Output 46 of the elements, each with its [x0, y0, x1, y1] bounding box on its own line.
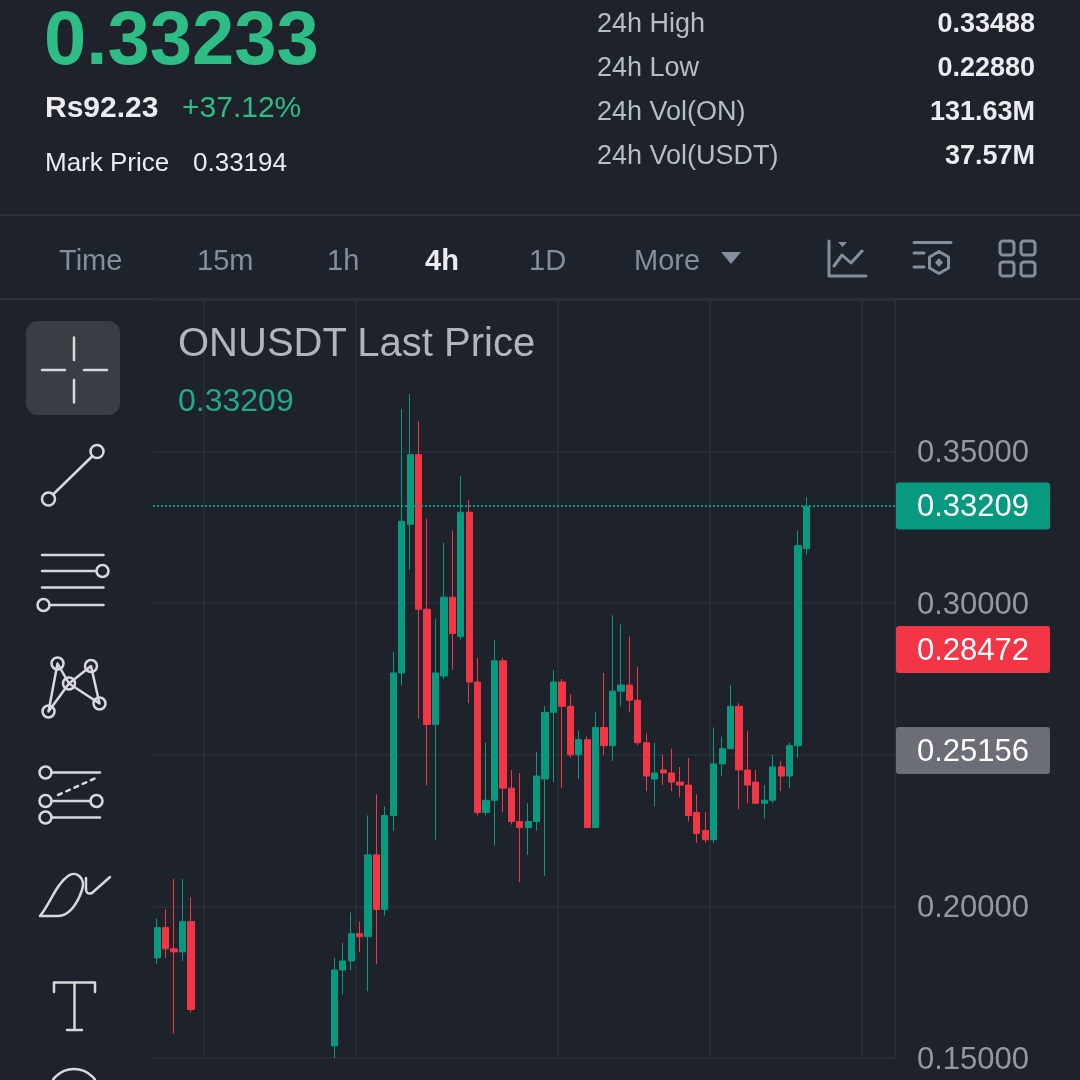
text: 24h High — [597, 8, 706, 38]
candlestick — [348, 911, 355, 971]
text: 0.28472 — [896, 626, 1051, 673]
candlestick — [356, 921, 363, 953]
candlestick — [575, 730, 582, 780]
candlestick — [584, 736, 591, 829]
text: 24h Vol(ON) — [597, 96, 746, 126]
candlestick — [187, 896, 195, 1014]
text: 131.63M — [929, 96, 1035, 126]
text: 24h Low — [597, 52, 700, 82]
y-tick-label: 0.30000 — [917, 585, 1030, 621]
ref-line-label: 0.33209 — [917, 488, 1030, 524]
text: ONUSDT Last Price — [178, 320, 536, 364]
candlestick — [373, 793, 380, 965]
candlestick — [651, 742, 658, 807]
candlestick — [449, 529, 456, 671]
text: 0.33209 — [178, 382, 294, 418]
candlestick — [364, 814, 372, 992]
candlestick — [778, 760, 785, 792]
candlestick — [592, 711, 599, 829]
text: 1h — [327, 244, 360, 276]
candlestick — [381, 805, 388, 916]
text: Mark Price — [45, 147, 170, 177]
candlestick — [702, 811, 709, 844]
text: Time — [59, 244, 123, 276]
candlestick — [154, 918, 161, 965]
candlestick — [600, 672, 608, 756]
text: +37.12% — [182, 90, 302, 123]
text: 0.25156 — [896, 727, 1051, 774]
candlestick — [710, 727, 717, 844]
text: 37.57M — [944, 140, 1035, 170]
y-tick-label: 0.20000 — [917, 888, 1030, 924]
text: More — [634, 244, 701, 276]
text: 4h — [425, 244, 459, 276]
y-tick-label: 0.35000 — [917, 434, 1030, 470]
text: 0.33194 — [193, 147, 287, 177]
text: Rs92.23 — [45, 90, 159, 123]
text: 0.33488 — [937, 8, 1035, 38]
text: 0.22880 — [937, 52, 1035, 82]
text: 0.33233 — [44, 0, 319, 80]
text: 15m — [197, 244, 254, 276]
y-tick-label: 0.15000 — [917, 1040, 1030, 1076]
candlestick — [643, 733, 650, 792]
text: 1D — [529, 244, 567, 276]
text: 24h Vol(USDT) — [597, 140, 779, 170]
candlestick — [179, 878, 186, 962]
